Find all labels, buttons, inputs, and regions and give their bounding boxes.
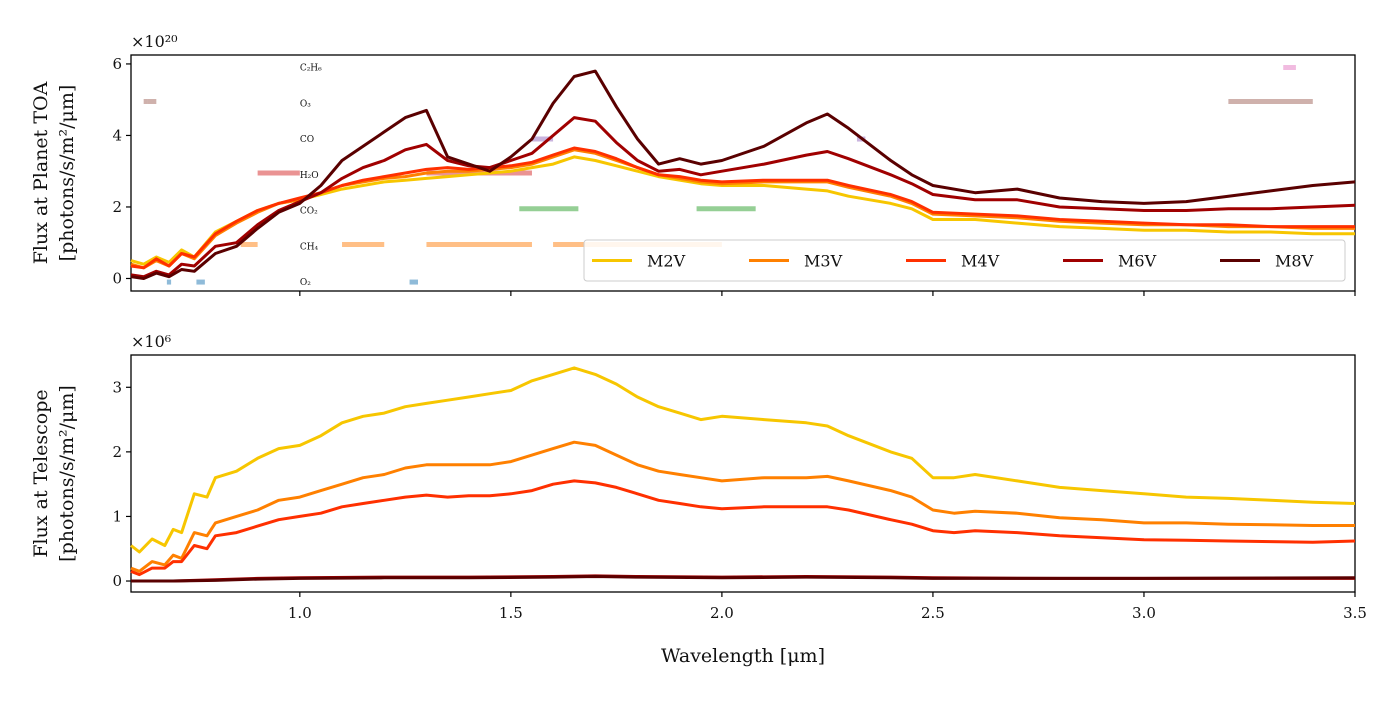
exponent-label-telescope: ×10⁶ xyxy=(131,332,171,351)
legend-label-m4v: M4V xyxy=(961,252,1000,271)
y-axis-label-toa-line1: Flux at Planet TOA xyxy=(30,81,52,264)
y-tick-label: 0 xyxy=(112,269,122,287)
band-label-o3: O₃ xyxy=(300,99,311,109)
panel-telescope: 0 1 2 3 1.0 1.5 2.0 2.5 3.0 3.5 ×10⁶ Flux at Tel… xyxy=(30,332,1367,667)
plot-frame-telescope xyxy=(130,354,1356,593)
legend-box xyxy=(583,239,1346,282)
series-line-m3v xyxy=(130,148,1355,270)
y-tick-label: 2 xyxy=(112,198,122,216)
x-tick-label: 3.5 xyxy=(1343,604,1367,622)
band-label-ch4: CH₄ xyxy=(300,242,319,252)
x-ticks-telescope: 1.0 1.5 2.0 2.5 3.0 3.5 xyxy=(288,592,1367,622)
series-line-m8v xyxy=(131,575,1356,583)
x-ticks-toa xyxy=(299,291,1356,296)
series-lines-telescope xyxy=(130,366,1356,583)
y-axis-label-telescope-line2: [photons/s/m²/μm] xyxy=(56,385,78,562)
legend-label-m8v: M8V xyxy=(1275,252,1314,271)
legend: M2V M3V M4V M6V M8V xyxy=(583,239,1346,282)
band-label-co2: CO₂ xyxy=(300,207,318,217)
band-label-o2: O₂ xyxy=(300,278,311,288)
y-axis-label-telescope-line1: Flux at Telescope xyxy=(30,389,52,557)
band-label-co: CO xyxy=(300,135,314,145)
x-axis-label: Wavelength [μm] xyxy=(661,645,825,667)
series-line-m4v xyxy=(130,479,1356,577)
x-tick-label: 3.0 xyxy=(1132,604,1156,622)
y-tick-label: 3 xyxy=(112,378,122,396)
legend-label-m2v: M2V xyxy=(647,252,686,271)
exponent-label-toa: ×10²⁰ xyxy=(131,32,178,51)
x-tick-label: 2.5 xyxy=(921,604,945,622)
series-line-m4v xyxy=(130,146,1355,270)
series-line-m2v xyxy=(130,366,1356,554)
y-ticks-telescope: 0 1 2 3 xyxy=(112,378,131,590)
y-tick-label: 4 xyxy=(112,126,122,144)
series-line-m3v xyxy=(130,440,1355,573)
legend-label-m3v: M3V xyxy=(804,252,843,271)
x-tick-label: 1.5 xyxy=(499,604,523,622)
band-label-c2h6: C₂H₆ xyxy=(300,64,322,74)
y-tick-label: 1 xyxy=(112,507,122,525)
y-tick-label: 0 xyxy=(112,572,122,590)
y-tick-label: 6 xyxy=(112,55,122,73)
y-ticks-toa: 0 2 4 6 xyxy=(112,55,131,287)
x-tick-label: 1.0 xyxy=(288,604,312,622)
band-label-h2o: H₂O xyxy=(300,171,319,181)
y-axis-label-toa-line2: [photons/s/m²/μm] xyxy=(56,85,78,262)
legend-label-m6v: M6V xyxy=(1118,252,1157,271)
series-lines-toa xyxy=(130,69,1356,280)
panel-toa: C₂H₆ O₃ CO H₂O CO₂ CH₄ O₂ 0 2 4 6 ×10²⁰ Flux at P… xyxy=(30,32,1356,296)
y-tick-label: 2 xyxy=(112,443,122,461)
x-tick-label: 2.0 xyxy=(710,604,734,622)
series-line-m6v xyxy=(130,116,1356,279)
series-line-m8v xyxy=(130,69,1356,280)
